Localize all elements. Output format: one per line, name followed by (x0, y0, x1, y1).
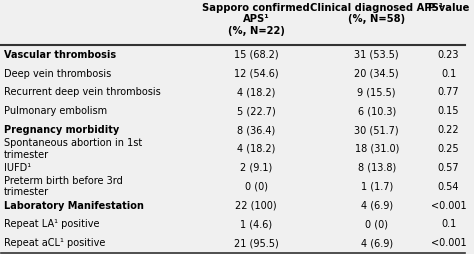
Text: 0 (0): 0 (0) (245, 182, 268, 192)
Text: <0.001: <0.001 (431, 200, 466, 211)
Text: 6 (10.3): 6 (10.3) (357, 106, 396, 116)
Text: Repeat aCL¹ positive: Repeat aCL¹ positive (4, 238, 105, 248)
Text: 30 (51.7): 30 (51.7) (355, 125, 399, 135)
Text: IUFD¹: IUFD¹ (4, 163, 31, 173)
Text: Clinical diagnosed APS¹
(%, N=58): Clinical diagnosed APS¹ (%, N=58) (310, 3, 443, 24)
Text: Laboratory Manifestation: Laboratory Manifestation (4, 200, 144, 211)
Text: 9 (15.5): 9 (15.5) (357, 87, 396, 98)
Text: 4 (18.2): 4 (18.2) (237, 87, 275, 98)
Text: Recurrent deep vein thrombosis: Recurrent deep vein thrombosis (4, 87, 161, 98)
Text: 1 (1.7): 1 (1.7) (361, 182, 393, 192)
Text: Sapporo confirmed
APS¹
(%, N=22): Sapporo confirmed APS¹ (%, N=22) (202, 3, 310, 36)
Text: 0.54: 0.54 (438, 182, 459, 192)
Text: 0.25: 0.25 (438, 144, 459, 154)
Text: 18 (31.0): 18 (31.0) (355, 144, 399, 154)
Text: 2 (9.1): 2 (9.1) (240, 163, 273, 173)
Text: P value: P value (428, 3, 469, 13)
Text: 0.77: 0.77 (438, 87, 459, 98)
Text: 0 (0): 0 (0) (365, 219, 388, 229)
Text: 22 (100): 22 (100) (236, 200, 277, 211)
Text: Vascular thrombosis: Vascular thrombosis (4, 50, 116, 60)
Text: 8 (13.8): 8 (13.8) (357, 163, 396, 173)
Text: 21 (95.5): 21 (95.5) (234, 238, 279, 248)
Text: 0.1: 0.1 (441, 69, 456, 79)
Text: 15 (68.2): 15 (68.2) (234, 50, 279, 60)
Text: 20 (34.5): 20 (34.5) (355, 69, 399, 79)
Text: <0.001: <0.001 (431, 238, 466, 248)
Text: Repeat LA¹ positive: Repeat LA¹ positive (4, 219, 99, 229)
Text: 0.22: 0.22 (438, 125, 459, 135)
Text: Pregnancy morbidity: Pregnancy morbidity (4, 125, 119, 135)
Text: 0.23: 0.23 (438, 50, 459, 60)
Text: 5 (22.7): 5 (22.7) (237, 106, 275, 116)
Text: 0.15: 0.15 (438, 106, 459, 116)
Text: 4 (6.9): 4 (6.9) (361, 238, 393, 248)
Text: Preterm birth before 3rd
trimester: Preterm birth before 3rd trimester (4, 176, 122, 197)
Text: 0.1: 0.1 (441, 219, 456, 229)
Text: 4 (18.2): 4 (18.2) (237, 144, 275, 154)
Text: 4 (6.9): 4 (6.9) (361, 200, 393, 211)
Text: Deep vein thrombosis: Deep vein thrombosis (4, 69, 111, 79)
Text: 31 (53.5): 31 (53.5) (355, 50, 399, 60)
Text: 8 (36.4): 8 (36.4) (237, 125, 275, 135)
Text: Spontaneous abortion in 1st
trimester: Spontaneous abortion in 1st trimester (4, 138, 142, 160)
Text: 0.57: 0.57 (438, 163, 459, 173)
Text: Pulmonary embolism: Pulmonary embolism (4, 106, 107, 116)
Text: 12 (54.6): 12 (54.6) (234, 69, 279, 79)
Text: 1 (4.6): 1 (4.6) (240, 219, 273, 229)
